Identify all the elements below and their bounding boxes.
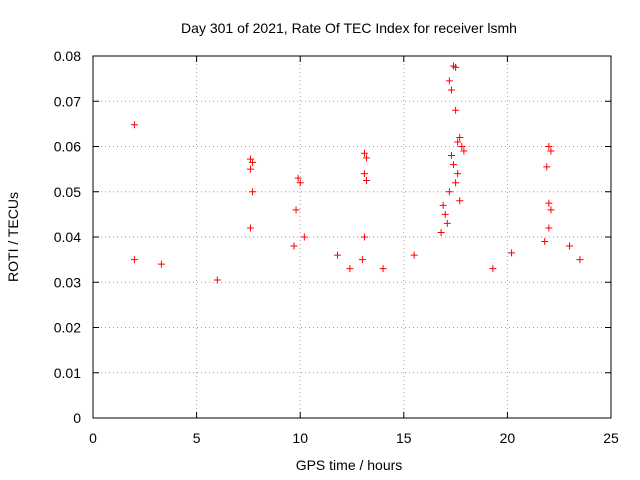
data-points [130, 62, 584, 284]
data-point [447, 152, 455, 160]
data-point [130, 256, 138, 264]
data-point [360, 149, 368, 157]
data-point [410, 251, 418, 259]
data-point [447, 86, 455, 94]
data-point [458, 143, 466, 150]
data-point [249, 158, 257, 166]
data-point [566, 242, 574, 250]
data-point [379, 265, 387, 273]
data-point [450, 161, 458, 169]
x-tick-label: 0 [89, 430, 97, 446]
data-point [249, 188, 257, 196]
data-point [157, 260, 165, 268]
y-tick-label: 0.01 [54, 365, 81, 381]
data-point [360, 233, 368, 241]
data-point [452, 179, 460, 187]
data-point [545, 199, 553, 207]
data-point [456, 133, 464, 141]
chart-title: Day 301 of 2021, Rate Of TEC Index for r… [181, 20, 517, 36]
data-point [547, 147, 555, 155]
data-point [246, 165, 254, 173]
data-point [445, 188, 453, 196]
data-point [346, 265, 354, 273]
data-point [441, 210, 449, 218]
data-point [456, 197, 464, 205]
y-tick-label: 0.08 [54, 48, 81, 64]
data-point [576, 256, 584, 264]
data-point [363, 176, 371, 184]
x-tick-label: 5 [193, 430, 201, 446]
axis-ticks: 0 5 10 15 20 25 0 0.01 0.02 0.03 0.04 0.05 0.06 0.07 0… [54, 48, 619, 446]
data-point [363, 154, 371, 162]
y-tick-label: 0.02 [54, 320, 81, 336]
data-point [454, 170, 462, 178]
data-point [358, 256, 366, 264]
data-point [452, 63, 460, 71]
data-point [545, 143, 553, 150]
data-point [508, 249, 516, 257]
data-point [296, 179, 304, 187]
data-point [452, 106, 460, 114]
data-point [541, 238, 549, 246]
y-tick-label: 0.05 [54, 184, 81, 200]
data-point [454, 138, 462, 146]
x-tick-label: 20 [500, 430, 516, 446]
data-point [360, 170, 368, 178]
data-point [547, 206, 555, 214]
data-point [130, 121, 138, 129]
data-point [333, 251, 341, 259]
x-tick-label: 15 [396, 430, 412, 446]
y-axis-label: ROTI / TECUs [5, 192, 21, 282]
data-point [439, 201, 447, 209]
data-point [443, 219, 451, 227]
x-tick-label: 25 [603, 430, 619, 446]
y-tick-label: 0.03 [54, 274, 81, 290]
data-point [545, 224, 553, 232]
data-point [292, 206, 300, 214]
x-tick-label: 10 [292, 430, 308, 446]
y-tick-label: 0.07 [54, 93, 81, 109]
data-point [300, 233, 308, 241]
data-point [437, 228, 445, 236]
data-point [246, 224, 254, 232]
y-tick-label: 0.06 [54, 139, 81, 155]
data-point [294, 174, 302, 182]
data-point [543, 163, 551, 171]
grid-lines [93, 56, 611, 418]
data-point [213, 276, 221, 284]
data-point [460, 147, 468, 155]
y-tick-label: 0.04 [54, 229, 81, 245]
x-axis-label: GPS time / hours [296, 457, 403, 473]
y-tick-label: 0 [73, 410, 81, 426]
data-point [290, 242, 298, 250]
data-point [489, 265, 497, 273]
data-point [445, 77, 453, 85]
